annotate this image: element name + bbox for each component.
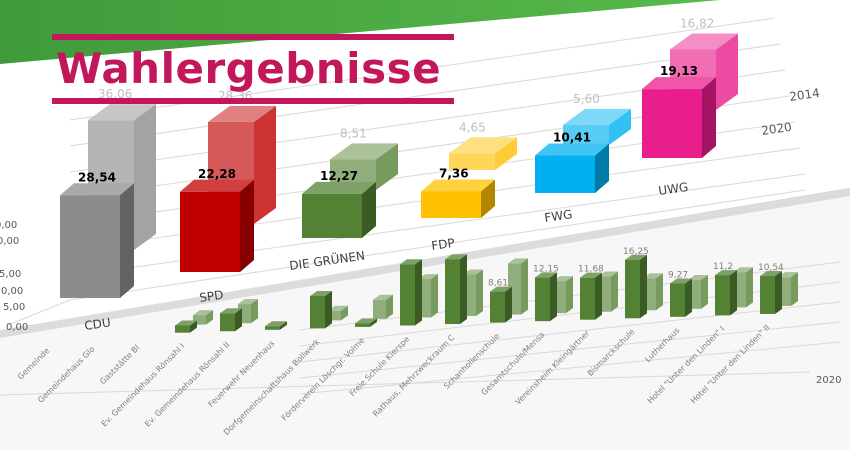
- bar-2020-die-grünen: [302, 181, 376, 238]
- lower-bar-2020: [760, 271, 782, 314]
- value-label-2020: 19,13: [660, 64, 698, 78]
- value-label-2014: 8,51: [340, 126, 367, 140]
- category-label: SPD: [198, 288, 224, 305]
- lower-bar-2020: [445, 254, 467, 325]
- y-tick-label: 0,00: [1, 286, 23, 297]
- upper-y-ticks: 0,00 5,00 0,00 5,00 0,00 0,00: [0, 220, 28, 333]
- bar-2014-fwg: [563, 108, 631, 145]
- lower-bar-2014: [373, 294, 393, 319]
- lower-bar-2014: [193, 310, 213, 325]
- lower-value-label: 8,61: [488, 279, 508, 289]
- value-label-2020: 10,41: [553, 131, 591, 145]
- value-label-2014: 5,60: [573, 92, 600, 106]
- lower-value-label: 16,25: [623, 247, 649, 257]
- y-tick-label: 5,00: [3, 302, 25, 313]
- bar-2020-fdp: [421, 179, 495, 218]
- lower-bars: [175, 254, 798, 333]
- value-label-2014: 4,65: [459, 120, 486, 134]
- title-rule-top: [52, 34, 454, 40]
- lower-value-label: 10,54: [758, 263, 784, 273]
- lower-value-label: 12,15: [533, 264, 559, 274]
- lower-value-label: 9,27: [668, 270, 688, 280]
- lower-bar-2020: [625, 254, 647, 319]
- series-label-2020: 2020: [760, 120, 792, 138]
- lower-bar-2020: [355, 318, 377, 327]
- lower-bar-2020: [580, 272, 602, 320]
- lower-bar-2020: [265, 321, 287, 330]
- bar-2020-spd: [180, 179, 254, 272]
- lower-bar-2014: [553, 276, 573, 314]
- upper-series-2020: [60, 77, 716, 298]
- value-label-2020: 22,28: [198, 167, 236, 181]
- lower-bar-2020: [490, 286, 512, 323]
- bar-2020-uwg: [642, 77, 716, 158]
- lower-bar-2020: [670, 278, 692, 317]
- value-label-2020: 28,54: [78, 170, 116, 184]
- lower-bar-2020: [535, 272, 557, 322]
- lower-bar-2020: [175, 320, 197, 333]
- y-tick-label: 0,00: [6, 322, 28, 333]
- lower-bar-2020: [400, 259, 422, 326]
- y-tick-label: 0,00: [0, 220, 17, 231]
- title-block: Wahlergebnisse: [52, 34, 454, 106]
- category-label: FWG: [543, 207, 573, 225]
- title-rule-bottom: [52, 98, 454, 104]
- y-tick-label: 5,00: [0, 269, 21, 280]
- lower-bar-2020: [310, 290, 332, 329]
- lower-bar-2020: [220, 308, 242, 332]
- lower-legend-2020: 2020: [816, 375, 841, 386]
- bar-2014-fdp: [449, 137, 517, 170]
- lower-value-label: 11,2: [713, 262, 733, 272]
- series-label-2014: 2014: [788, 86, 820, 104]
- category-label: FDP: [430, 236, 455, 253]
- page-title: Wahlergebnisse: [56, 44, 442, 93]
- value-label-2014: 36,06: [98, 87, 132, 101]
- bar-2020-fwg: [535, 143, 609, 193]
- value-label-2020: 12,27: [320, 169, 358, 183]
- lower-value-label: 11,68: [578, 265, 604, 275]
- lower-bar-2020: [715, 270, 737, 316]
- value-label-2020: 7,36: [439, 167, 469, 181]
- lower-bar-2014: [328, 305, 348, 321]
- category-label: UWG: [657, 180, 689, 198]
- value-label-2014: 16,82: [680, 16, 714, 30]
- bar-2020-cdu: [60, 183, 134, 298]
- y-tick-label: 0,00: [0, 236, 19, 247]
- paper-edge-shadow: [0, 188, 850, 338]
- category-label: CDU: [83, 315, 111, 333]
